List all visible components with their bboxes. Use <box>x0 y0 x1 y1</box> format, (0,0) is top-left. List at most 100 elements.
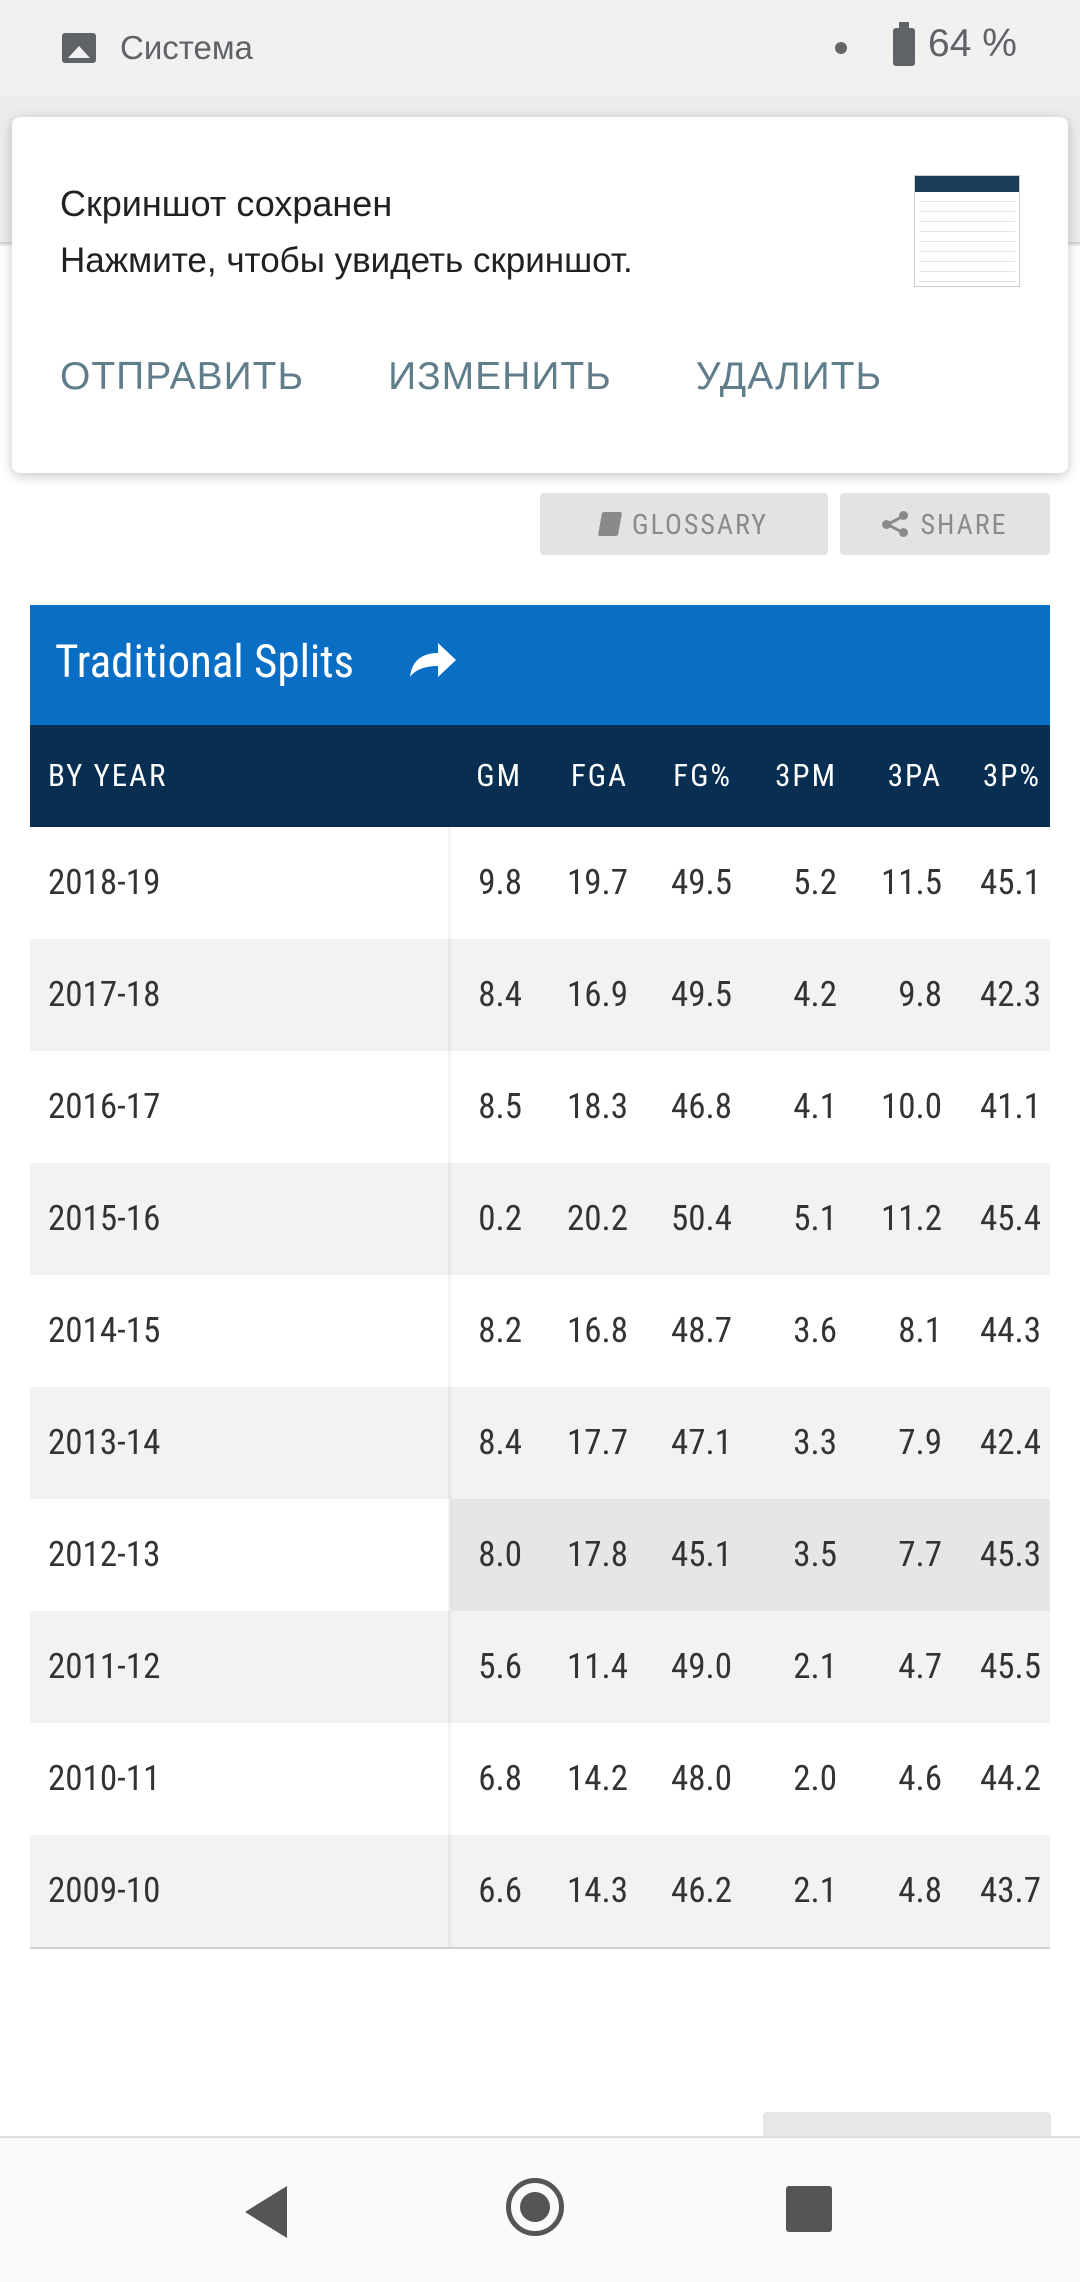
3pa-cell: 11.2 <box>880 1198 942 1239</box>
fg-pct-cell: 46.8 <box>670 1086 732 1127</box>
book-icon <box>597 512 623 536</box>
home-icon[interactable] <box>506 2178 564 2236</box>
column-header-fgm[interactable]: GM <box>476 757 522 794</box>
fga-cell: 16.9 <box>566 974 628 1015</box>
column-header-3p-pct[interactable]: 3P% <box>982 757 1041 794</box>
notification-dot-icon <box>835 42 847 54</box>
year-cell: 2009-10 <box>30 1835 450 1947</box>
table-row: 2017-18 8.4 16.9 49.5 4.2 9.8 42.3 <box>30 939 1050 1051</box>
year-cell: 2013-14 <box>30 1387 450 1499</box>
fg-pct-cell: 49.5 <box>670 862 732 903</box>
year-cell: 2018-19 <box>30 827 450 939</box>
3pm-cell: 2.1 <box>793 1646 837 1687</box>
3p-pct-cell: 45.5 <box>979 1646 1041 1687</box>
share-icon <box>882 511 909 537</box>
fgm-cell: 8.0 <box>478 1534 522 1575</box>
battery-icon <box>893 22 915 66</box>
glossary-button[interactable]: GLOSSARY <box>540 493 828 555</box>
3pa-cell: 4.8 <box>898 1870 942 1911</box>
fga-cell: 17.8 <box>566 1534 628 1575</box>
year-cell: 2015-16 <box>30 1163 450 1275</box>
fg-pct-cell: 47.1 <box>670 1422 732 1463</box>
fga-cell: 20.2 <box>566 1198 628 1239</box>
table-header: BY YEAR GM FGA FG% 3PM 3PA 3P% <box>30 725 1050 827</box>
fga-cell: 11.4 <box>566 1646 628 1687</box>
send-button[interactable]: ОТПРАВИТЬ <box>60 355 305 398</box>
status-app-name: Система <box>120 29 253 66</box>
3p-pct-cell: 42.4 <box>979 1422 1041 1463</box>
back-icon[interactable] <box>245 2186 287 2238</box>
fga-cell: 14.2 <box>566 1758 628 1799</box>
column-header-fga[interactable]: FGA <box>570 757 628 794</box>
delete-button[interactable]: УДАЛИТЬ <box>695 355 883 398</box>
fga-cell: 14.3 <box>566 1870 628 1911</box>
fg-pct-cell: 48.0 <box>670 1758 732 1799</box>
fgm-cell: 8.4 <box>478 1422 522 1463</box>
fg-pct-cell: 45.1 <box>670 1534 732 1575</box>
3p-pct-cell: 45.3 <box>979 1534 1041 1575</box>
glossary-button-partial[interactable] <box>763 2112 1051 2138</box>
3p-pct-cell: 45.4 <box>979 1198 1041 1239</box>
year-cell: 2014-15 <box>30 1275 450 1387</box>
fg-pct-cell: 48.7 <box>670 1310 732 1351</box>
3pm-cell: 5.1 <box>793 1198 837 1239</box>
fg-pct-cell: 49.5 <box>670 974 732 1015</box>
3pm-cell: 4.1 <box>793 1086 837 1127</box>
fgm-cell: 8.4 <box>478 974 522 1015</box>
3pa-cell: 7.7 <box>898 1534 942 1575</box>
table-row: 2012-13 8.0 17.8 45.1 3.5 7.7 45.3 <box>30 1499 1050 1611</box>
year-cell: 2011-12 <box>30 1611 450 1723</box>
table-row: 2011-12 5.6 11.4 49.0 2.1 4.7 45.5 <box>30 1611 1050 1723</box>
table-row: 2018-19 9.8 19.7 49.5 5.2 11.5 45.1 <box>30 827 1050 939</box>
table-row: 2013-14 8.4 17.7 47.1 3.3 7.9 42.4 <box>30 1387 1050 1499</box>
fgm-cell: 6.8 <box>478 1758 522 1799</box>
3pa-cell: 11.5 <box>880 862 942 903</box>
3pa-cell: 10.0 <box>880 1086 942 1127</box>
3pm-cell: 3.5 <box>793 1534 837 1575</box>
3pm-cell: 3.6 <box>793 1310 837 1351</box>
year-cell: 2012-13 <box>30 1499 450 1611</box>
screenshot-thumbnail[interactable] <box>914 175 1020 287</box>
column-header-3pm[interactable]: 3PM <box>775 757 837 794</box>
edit-button[interactable]: ИЗМЕНИТЬ <box>388 355 612 398</box>
recent-apps-icon[interactable] <box>786 2186 832 2232</box>
image-icon <box>62 33 96 63</box>
table-row: 2015-16 0.2 20.2 50.4 5.1 11.2 45.4 <box>30 1163 1050 1275</box>
column-header-by-year[interactable]: BY YEAR <box>48 757 168 794</box>
3pa-cell: 8.1 <box>898 1310 942 1351</box>
fg-pct-cell: 50.4 <box>670 1198 732 1239</box>
notification-title: Скриншот сохранен <box>60 183 393 224</box>
fgm-cell: 8.2 <box>478 1310 522 1351</box>
section-title: Traditional Splits <box>55 635 355 688</box>
fgm-cell: 5.6 <box>478 1646 522 1687</box>
3pm-cell: 5.2 <box>793 862 837 903</box>
table-bottom-border <box>30 1947 1050 1949</box>
table-row: 2009-10 6.6 14.3 46.2 2.1 4.8 43.7 <box>30 1835 1050 1947</box>
notification-text: Нажмите, чтобы увидеть скриншот. <box>60 241 633 280</box>
share-arrow-icon[interactable] <box>402 633 462 693</box>
3pm-cell: 2.0 <box>793 1758 837 1799</box>
3pa-cell: 7.9 <box>898 1422 942 1463</box>
screenshot-notification[interactable]: Скриншот сохранен Нажмите, чтобы увидеть… <box>12 117 1068 473</box>
3pa-cell: 4.7 <box>898 1646 942 1687</box>
column-header-3pa[interactable]: 3PA <box>887 757 942 794</box>
year-cell: 2016-17 <box>30 1051 450 1163</box>
3p-pct-cell: 41.1 <box>979 1086 1041 1127</box>
3pa-cell: 9.8 <box>898 974 942 1015</box>
3pm-cell: 4.2 <box>793 974 837 1015</box>
share-button[interactable]: SHARE <box>840 493 1050 555</box>
glossary-label: GLOSSARY <box>632 507 768 541</box>
table-row: 2010-11 6.8 14.2 48.0 2.0 4.6 44.2 <box>30 1723 1050 1835</box>
fgm-cell: 6.6 <box>478 1870 522 1911</box>
fg-pct-cell: 49.0 <box>670 1646 732 1687</box>
3pa-cell: 4.6 <box>898 1758 942 1799</box>
status-left: Система <box>62 26 253 70</box>
3p-pct-cell: 44.2 <box>979 1758 1041 1799</box>
battery-level: 64 % <box>928 22 1017 65</box>
year-cell: 2010-11 <box>30 1723 450 1835</box>
share-label: SHARE <box>920 507 1008 541</box>
3p-pct-cell: 44.3 <box>979 1310 1041 1351</box>
fga-cell: 19.7 <box>566 862 628 903</box>
notification-actions: ОТПРАВИТЬ ИЗМЕНИТЬ УДАЛИТЬ <box>60 355 966 399</box>
column-header-fg-pct[interactable]: FG% <box>673 757 732 794</box>
